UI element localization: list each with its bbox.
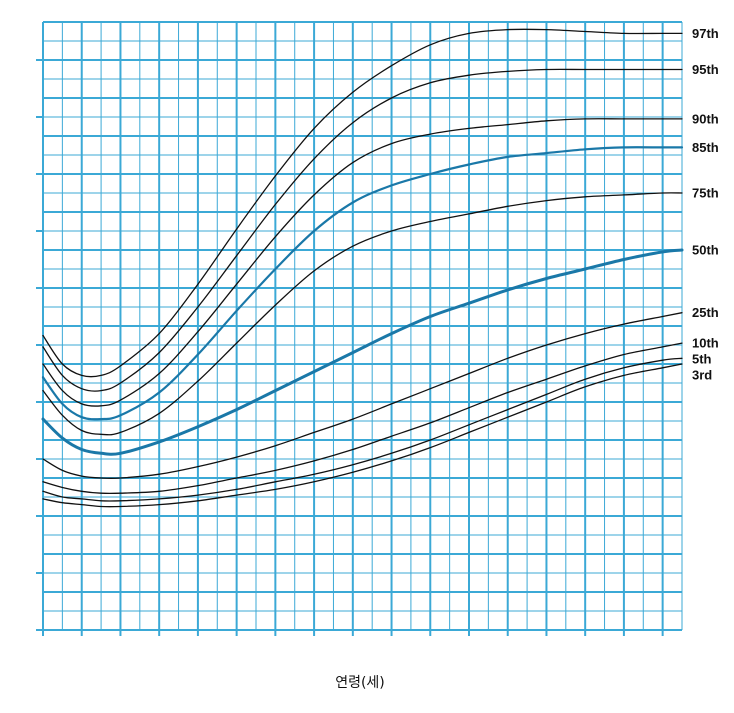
percentile-curve-85th <box>41 146 684 421</box>
percentile-curve-95th <box>42 68 683 392</box>
percentile-label-25th: 25th <box>692 305 719 320</box>
percentile-curve-3rd <box>42 363 683 508</box>
percentile-label-10th: 10th <box>692 336 719 351</box>
percentile-label-50th: 50th <box>692 243 719 258</box>
percentile-label-3rd: 3rd <box>692 368 712 383</box>
percentile-label-97th: 97th <box>692 26 719 41</box>
percentile-curve-10th <box>42 342 683 495</box>
grid <box>42 21 683 631</box>
percentile-curve-97th <box>42 28 683 378</box>
percentile-curve-75th <box>42 192 683 436</box>
percentile-label-5th: 5th <box>692 352 712 367</box>
percentile-label-85th: 85th <box>692 140 719 155</box>
percentile-label-75th: 75th <box>692 186 719 201</box>
percentile-label-95th: 95th <box>692 62 719 77</box>
percentile-curve-25th <box>42 312 683 479</box>
axis-ticks <box>36 59 664 636</box>
percentile-curve-50th <box>41 248 684 456</box>
percentile-curve-90th <box>42 118 683 407</box>
percentile-curve-5th <box>42 357 683 502</box>
percentile-label-90th: 90th <box>692 111 719 126</box>
x-axis-title: 연령(세) <box>335 675 385 691</box>
percentile-curves <box>41 28 684 508</box>
